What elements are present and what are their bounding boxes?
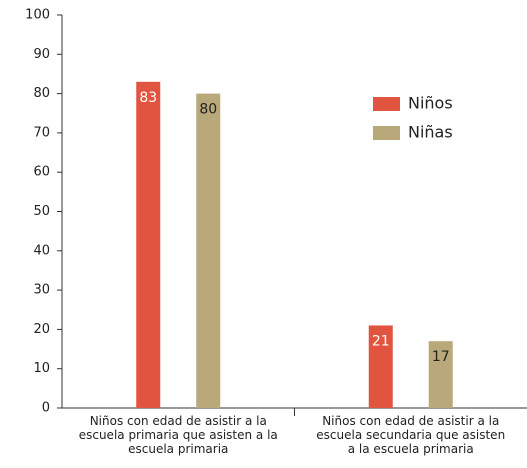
y-tick-label: 30 xyxy=(33,283,50,298)
y-tick-label: 0 xyxy=(42,401,50,416)
y-tick-label: 20 xyxy=(33,322,50,337)
y-tick-label: 40 xyxy=(33,243,50,258)
bar xyxy=(368,325,393,408)
y-tick-label: 50 xyxy=(33,204,50,219)
y-tick-label: 10 xyxy=(33,361,50,376)
y-tick-label: 100 xyxy=(25,8,50,23)
legend-swatch xyxy=(373,126,400,140)
x-tick-label: Niños con edad de asistir a la escuela s… xyxy=(316,414,506,456)
data-label: 83 xyxy=(139,90,157,106)
bar xyxy=(136,81,161,408)
bar xyxy=(428,341,453,408)
y-tick-label: 80 xyxy=(33,86,50,101)
data-label: 21 xyxy=(372,333,390,349)
legend-label: Niñas xyxy=(408,123,453,142)
y-tick-label: 90 xyxy=(33,47,50,62)
legend-swatch xyxy=(373,97,400,111)
data-label: 80 xyxy=(199,102,217,118)
bar xyxy=(196,93,221,408)
y-tick-label: 70 xyxy=(33,125,50,140)
x-tick-label: Niños con edad de asistir a la escuela p… xyxy=(78,414,278,456)
data-label: 17 xyxy=(432,349,450,365)
legend-label: Niños xyxy=(408,94,453,113)
y-tick-label: 60 xyxy=(33,165,50,180)
